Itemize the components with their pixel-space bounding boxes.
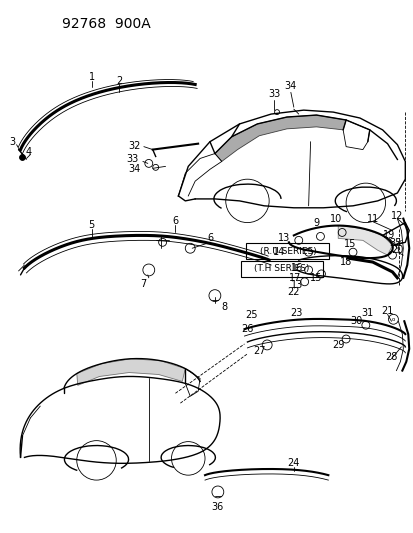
Polygon shape xyxy=(76,359,185,385)
Text: 14: 14 xyxy=(272,247,285,257)
Text: 1: 1 xyxy=(88,71,95,82)
Text: 30: 30 xyxy=(349,316,361,326)
Text: 19: 19 xyxy=(382,230,395,240)
Text: 13: 13 xyxy=(277,233,290,244)
Text: 9: 9 xyxy=(313,217,319,228)
Text: 16: 16 xyxy=(290,263,302,273)
Text: 6: 6 xyxy=(172,216,178,225)
Text: 13: 13 xyxy=(290,280,302,290)
Text: 25: 25 xyxy=(244,310,257,320)
Text: 10: 10 xyxy=(329,214,342,224)
Text: 92768  900A: 92768 900A xyxy=(62,18,150,31)
Text: 32: 32 xyxy=(128,141,140,151)
Text: 4: 4 xyxy=(25,147,31,157)
Text: 15: 15 xyxy=(343,239,355,249)
Text: 18: 18 xyxy=(339,257,351,267)
Text: 27: 27 xyxy=(252,346,265,356)
Text: 2: 2 xyxy=(116,76,122,85)
Text: 26: 26 xyxy=(241,324,253,334)
Text: 17: 17 xyxy=(288,273,300,283)
Text: 6: 6 xyxy=(206,233,213,244)
Polygon shape xyxy=(214,115,345,161)
Text: 7: 7 xyxy=(140,279,146,289)
Text: 3: 3 xyxy=(9,136,16,147)
Text: 33: 33 xyxy=(126,155,139,165)
Polygon shape xyxy=(337,225,392,255)
Text: 15: 15 xyxy=(310,273,322,283)
Text: (R.U SERIES): (R.U SERIES) xyxy=(259,247,316,256)
Text: 34: 34 xyxy=(284,82,296,92)
Text: 33: 33 xyxy=(267,90,280,99)
Text: 29: 29 xyxy=(331,340,344,350)
Text: 28: 28 xyxy=(385,352,397,362)
Text: 11: 11 xyxy=(366,214,378,224)
Text: 22: 22 xyxy=(287,287,299,297)
Text: 34: 34 xyxy=(128,164,140,174)
Text: 23: 23 xyxy=(290,309,302,318)
Text: (T.H SERIES): (T.H SERIES) xyxy=(254,264,309,273)
Circle shape xyxy=(19,155,26,160)
Text: 20: 20 xyxy=(390,245,403,255)
Text: o: o xyxy=(391,317,394,322)
Text: 12: 12 xyxy=(390,211,403,221)
Text: 21: 21 xyxy=(380,306,393,317)
Text: 31: 31 xyxy=(361,309,373,318)
Text: 36: 36 xyxy=(211,502,223,512)
Text: 35: 35 xyxy=(388,238,401,248)
Text: 8: 8 xyxy=(221,302,227,312)
Text: 5: 5 xyxy=(88,220,95,230)
Text: 24: 24 xyxy=(287,458,299,469)
